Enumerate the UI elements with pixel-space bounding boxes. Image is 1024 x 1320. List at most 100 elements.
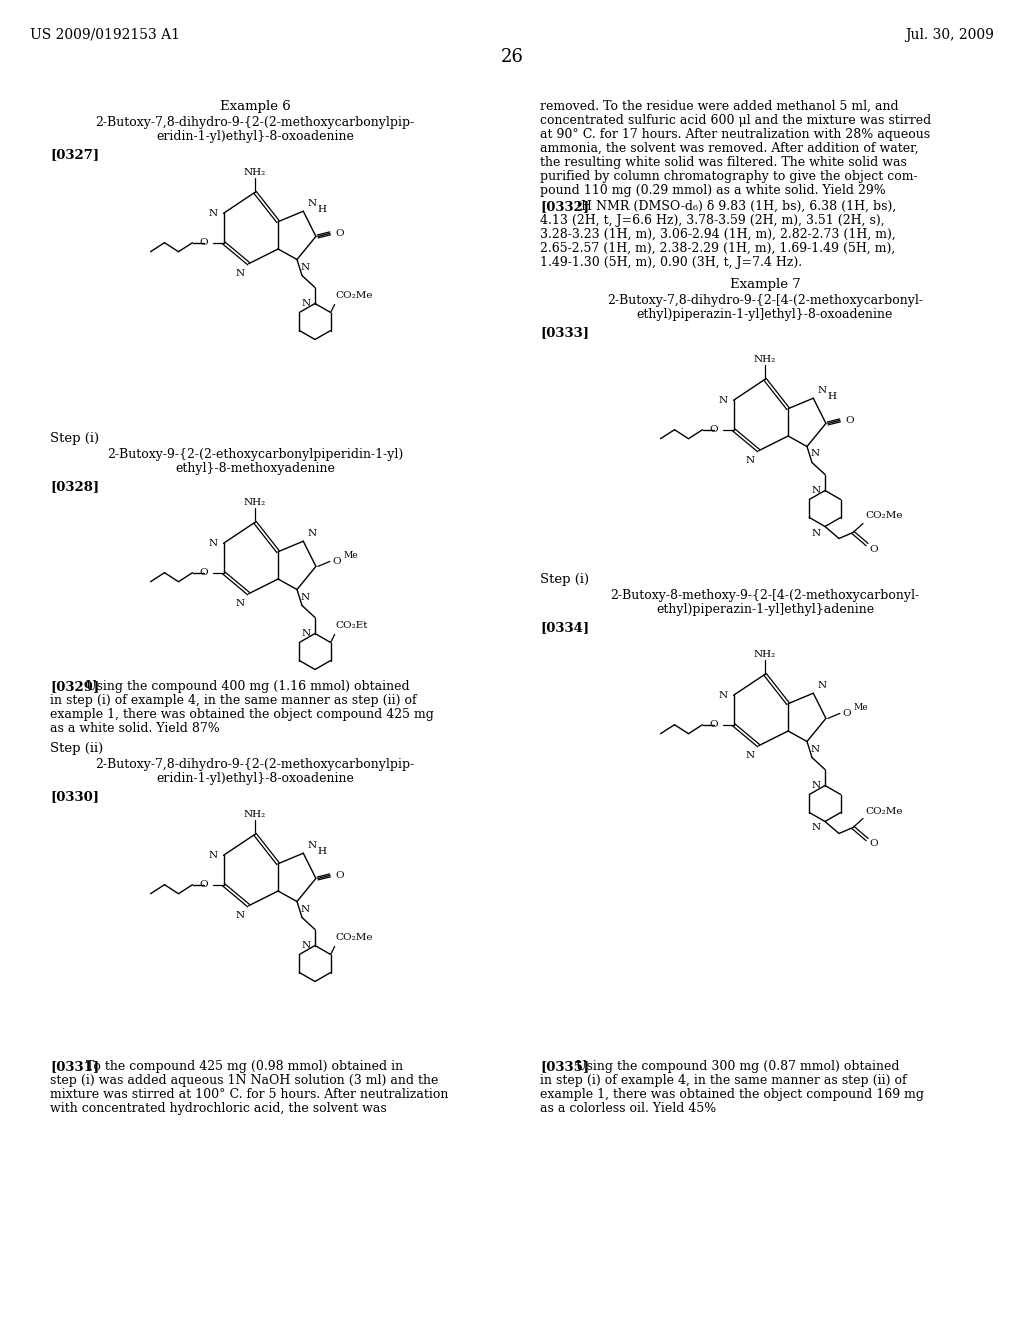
Text: N: N xyxy=(302,630,311,638)
Text: 2-Butoxy-8-methoxy-9-{2-[4-(2-methoxycarbonyl-: 2-Butoxy-8-methoxy-9-{2-[4-(2-methoxycar… xyxy=(610,589,920,602)
Text: 1.49-1.30 (5H, m), 0.90 (3H, t, J=7.4 Hz).: 1.49-1.30 (5H, m), 0.90 (3H, t, J=7.4 Hz… xyxy=(540,256,802,269)
Text: N: N xyxy=(302,941,311,950)
Text: N: N xyxy=(719,690,727,700)
Text: N: N xyxy=(301,593,310,602)
Text: 2-Butoxy-9-{2-(2-ethoxycarbonylpiperidin-1-yl): 2-Butoxy-9-{2-(2-ethoxycarbonylpiperidin… xyxy=(106,447,403,461)
Text: ethyl)piperazin-1-yl]ethyl}-8-oxoadenine: ethyl)piperazin-1-yl]ethyl}-8-oxoadenine xyxy=(637,308,893,321)
Text: O: O xyxy=(845,416,854,425)
Text: Example 6: Example 6 xyxy=(219,100,291,114)
Text: mixture was stirred at 100° C. for 5 hours. After neutralization: mixture was stirred at 100° C. for 5 hou… xyxy=(50,1088,449,1101)
Text: 4.13 (2H, t, J=6.6 Hz), 3.78-3.59 (2H, m), 3.51 (2H, s),: 4.13 (2H, t, J=6.6 Hz), 3.78-3.59 (2H, m… xyxy=(540,214,885,227)
Text: 2-Butoxy-7,8-dihydro-9-{2-[4-(2-methoxycarbonyl-: 2-Butoxy-7,8-dihydro-9-{2-[4-(2-methoxyc… xyxy=(607,294,923,308)
Text: O: O xyxy=(200,568,209,577)
Text: O: O xyxy=(869,544,878,553)
Text: CO₂Et: CO₂Et xyxy=(336,622,369,631)
Text: N: N xyxy=(301,904,310,913)
Text: H: H xyxy=(317,846,327,855)
Text: O: O xyxy=(200,880,209,890)
Text: example 1, there was obtained the object compound 425 mg: example 1, there was obtained the object… xyxy=(50,708,434,721)
Text: O: O xyxy=(335,228,343,238)
Text: NH₂: NH₂ xyxy=(244,168,266,177)
Text: [0328]: [0328] xyxy=(50,480,99,492)
Text: N: N xyxy=(745,455,755,465)
Text: To the compound 425 mg (0.98 mmol) obtained in: To the compound 425 mg (0.98 mmol) obtai… xyxy=(86,1060,403,1073)
Text: N: N xyxy=(811,744,820,754)
Text: 26: 26 xyxy=(501,48,523,66)
Text: Me: Me xyxy=(854,702,868,711)
Text: CO₂Me: CO₂Me xyxy=(336,292,373,301)
Text: pound 110 mg (0.29 mmol) as a white solid. Yield 29%: pound 110 mg (0.29 mmol) as a white soli… xyxy=(540,183,886,197)
Text: O: O xyxy=(710,721,719,729)
Text: O: O xyxy=(200,238,209,247)
Text: Step (i): Step (i) xyxy=(50,432,99,445)
Text: with concentrated hydrochloric acid, the solvent was: with concentrated hydrochloric acid, the… xyxy=(50,1102,387,1115)
Text: N: N xyxy=(307,529,316,539)
Text: N: N xyxy=(812,781,821,789)
Text: as a white solid. Yield 87%: as a white solid. Yield 87% xyxy=(50,722,220,735)
Text: purified by column chromatography to give the object com-: purified by column chromatography to giv… xyxy=(540,170,918,183)
Text: [0334]: [0334] xyxy=(540,620,589,634)
Text: N: N xyxy=(811,450,820,458)
Text: N: N xyxy=(236,599,245,607)
Text: at 90° C. for 17 hours. After neutralization with 28% aqueous: at 90° C. for 17 hours. After neutraliza… xyxy=(540,128,930,141)
Text: O: O xyxy=(869,840,878,849)
Text: 2-Butoxy-7,8-dihydro-9-{2-(2-methoxycarbonylpip-: 2-Butoxy-7,8-dihydro-9-{2-(2-methoxycarb… xyxy=(95,758,415,771)
Text: N: N xyxy=(208,851,217,859)
Text: CO₂Me: CO₂Me xyxy=(865,807,902,816)
Text: Me: Me xyxy=(344,550,358,560)
Text: 2-Butoxy-7,8-dihydro-9-{2-(2-methoxycarbonylpip-: 2-Butoxy-7,8-dihydro-9-{2-(2-methoxycarb… xyxy=(95,116,415,129)
Text: CO₂Me: CO₂Me xyxy=(336,933,373,942)
Text: N: N xyxy=(236,911,245,920)
Text: removed. To the residue were added methanol 5 ml, and: removed. To the residue were added metha… xyxy=(540,100,899,114)
Text: O: O xyxy=(335,871,343,880)
Text: [0332]: [0332] xyxy=(540,201,589,213)
Text: in step (i) of example 4, in the same manner as step (ii) of: in step (i) of example 4, in the same ma… xyxy=(50,694,417,708)
Text: N: N xyxy=(812,528,821,537)
Text: ammonia, the solvent was removed. After addition of water,: ammonia, the solvent was removed. After … xyxy=(540,143,919,154)
Text: O: O xyxy=(710,425,719,434)
Text: [0329]: [0329] xyxy=(50,680,99,693)
Text: N: N xyxy=(812,486,821,495)
Text: eridin-1-yl)ethyl}-8-oxoadenine: eridin-1-yl)ethyl}-8-oxoadenine xyxy=(156,129,354,143)
Text: example 1, there was obtained the object compound 169 mg: example 1, there was obtained the object… xyxy=(540,1088,924,1101)
Text: N: N xyxy=(302,300,311,308)
Text: as a colorless oil. Yield 45%: as a colorless oil. Yield 45% xyxy=(540,1102,716,1115)
Text: N: N xyxy=(301,263,310,272)
Text: ethyl)piperazin-1-yl]ethyl}adenine: ethyl)piperazin-1-yl]ethyl}adenine xyxy=(656,603,874,616)
Text: N: N xyxy=(719,396,727,405)
Text: [0335]: [0335] xyxy=(540,1060,589,1073)
Text: the resulting white solid was filtered. The white solid was: the resulting white solid was filtered. … xyxy=(540,156,907,169)
Text: Step (i): Step (i) xyxy=(540,573,589,586)
Text: step (i) was added aqueous 1N NaOH solution (3 ml) and the: step (i) was added aqueous 1N NaOH solut… xyxy=(50,1074,438,1086)
Text: CO₂Me: CO₂Me xyxy=(865,511,902,520)
Text: eridin-1-yl)ethyl}-8-oxoadenine: eridin-1-yl)ethyl}-8-oxoadenine xyxy=(156,772,354,785)
Text: NH₂: NH₂ xyxy=(244,498,266,507)
Text: NH₂: NH₂ xyxy=(754,651,776,659)
Text: [0333]: [0333] xyxy=(540,326,589,339)
Text: NH₂: NH₂ xyxy=(244,810,266,820)
Text: N: N xyxy=(817,387,826,395)
Text: US 2009/0192153 A1: US 2009/0192153 A1 xyxy=(30,28,180,42)
Text: Step (ii): Step (ii) xyxy=(50,742,103,755)
Text: in step (i) of example 4, in the same manner as step (ii) of: in step (i) of example 4, in the same ma… xyxy=(540,1074,906,1086)
Text: Using the compound 300 mg (0.87 mmol) obtained: Using the compound 300 mg (0.87 mmol) ob… xyxy=(575,1060,899,1073)
Text: N: N xyxy=(208,539,217,548)
Text: ¹H NMR (DMSO-d₆) δ 9.83 (1H, bs), 6.38 (1H, bs),: ¹H NMR (DMSO-d₆) δ 9.83 (1H, bs), 6.38 (… xyxy=(575,201,896,213)
Text: [0327]: [0327] xyxy=(50,148,99,161)
Text: N: N xyxy=(812,824,821,833)
Text: [0331]: [0331] xyxy=(50,1060,99,1073)
Text: N: N xyxy=(817,681,826,690)
Text: N: N xyxy=(307,199,316,209)
Text: N: N xyxy=(745,751,755,760)
Text: concentrated sulfuric acid 600 μl and the mixture was stirred: concentrated sulfuric acid 600 μl and th… xyxy=(540,114,931,127)
Text: H: H xyxy=(827,392,837,401)
Text: Example 7: Example 7 xyxy=(730,279,801,290)
Text: Jul. 30, 2009: Jul. 30, 2009 xyxy=(905,28,994,42)
Text: N: N xyxy=(236,269,245,277)
Text: O: O xyxy=(332,557,341,566)
Text: O: O xyxy=(842,709,851,718)
Text: [0330]: [0330] xyxy=(50,789,99,803)
Text: 2.65-2.57 (1H, m), 2.38-2.29 (1H, m), 1.69-1.49 (5H, m),: 2.65-2.57 (1H, m), 2.38-2.29 (1H, m), 1.… xyxy=(540,242,895,255)
Text: 3.28-3.23 (1H, m), 3.06-2.94 (1H, m), 2.82-2.73 (1H, m),: 3.28-3.23 (1H, m), 3.06-2.94 (1H, m), 2.… xyxy=(540,228,896,242)
Text: NH₂: NH₂ xyxy=(754,355,776,364)
